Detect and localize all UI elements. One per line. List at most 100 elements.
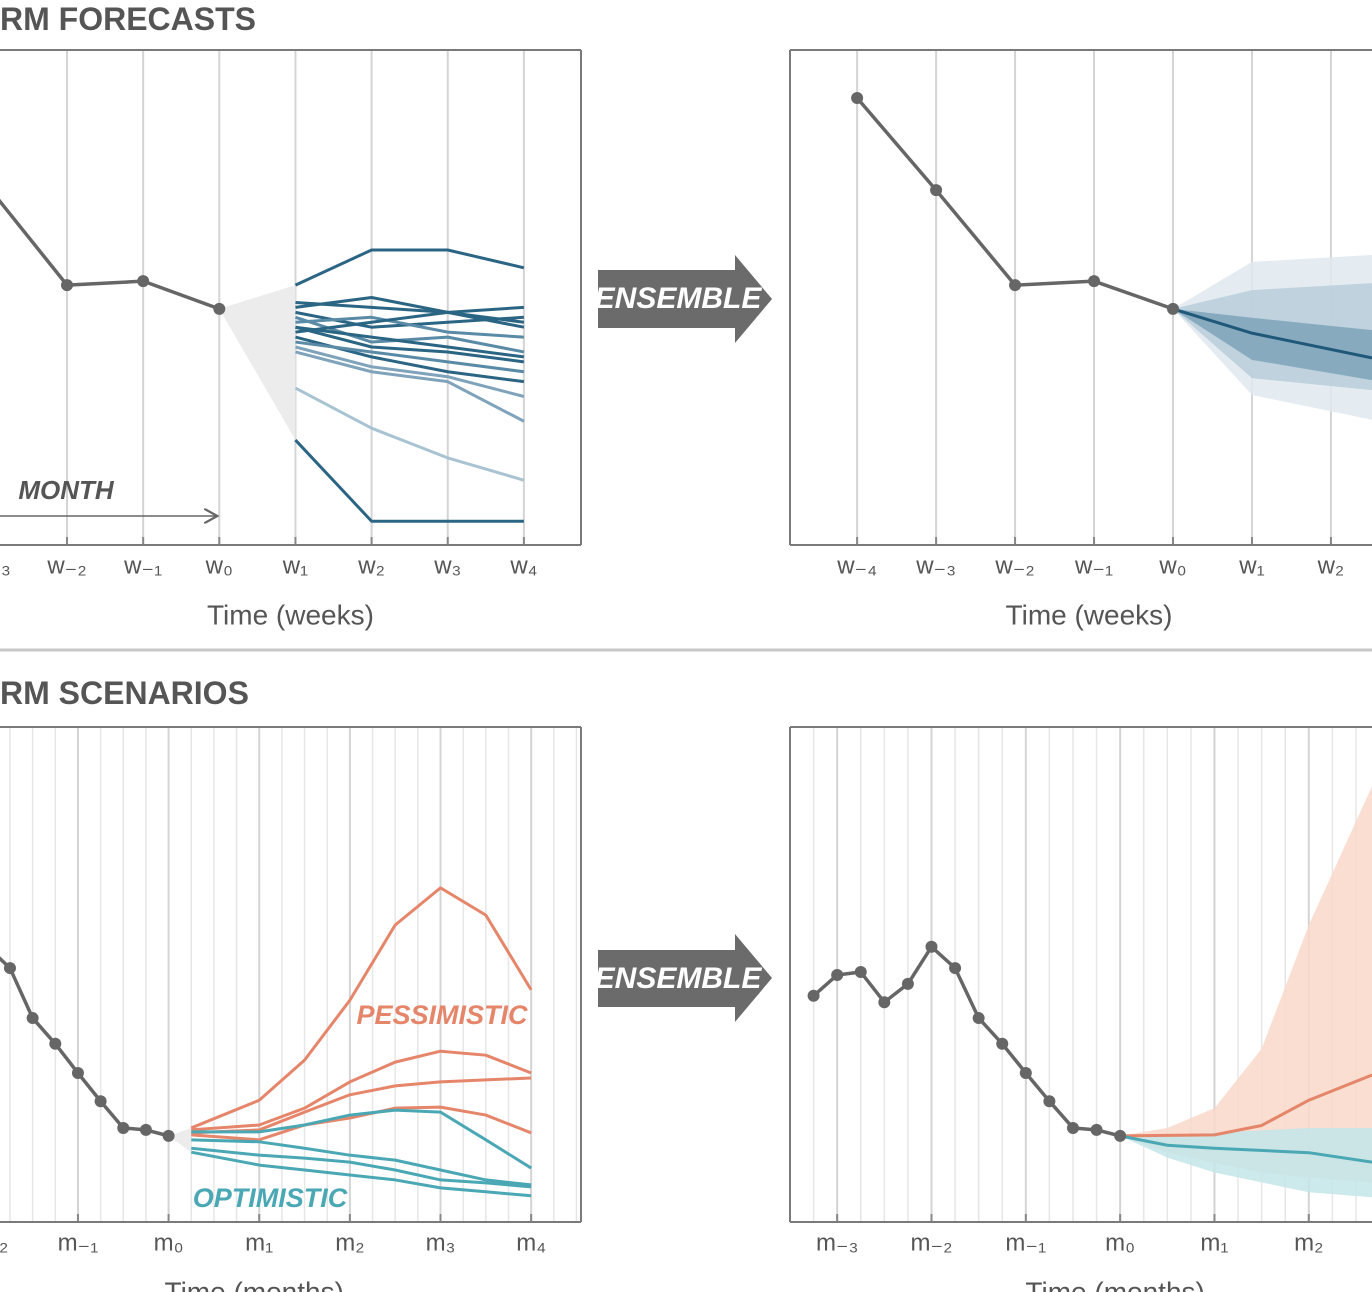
series-line <box>190 1150 532 1198</box>
x-axis-label: Time (months) <box>1025 1276 1204 1292</box>
spread-cone <box>219 285 296 441</box>
data-point <box>807 989 820 1002</box>
x-tick-label: w₃ <box>433 552 461 579</box>
annotation: OPTIMISTIC <box>193 1183 348 1213</box>
data-point <box>878 996 891 1009</box>
series-line <box>191 1076 532 1135</box>
data-point <box>61 279 74 292</box>
x-tick-label: m₋₁ <box>58 1229 99 1256</box>
x-tick-label: m₋₂ <box>910 1229 952 1256</box>
x-tick-label: m₋₁ <box>1005 1229 1046 1256</box>
section-title: RM SCENARIOS <box>0 675 249 711</box>
data-point <box>930 184 943 197</box>
data-point <box>949 962 962 975</box>
data-point <box>1114 1129 1127 1142</box>
arrow-label: ENSEMBLE <box>595 282 763 315</box>
data-point <box>996 1037 1009 1050</box>
plot-area <box>0 727 578 1222</box>
series-line <box>1172 307 1372 360</box>
x-tick-label: m₀ <box>1105 1229 1135 1256</box>
series-line <box>295 310 525 334</box>
x-tick-label: m₄ <box>516 1229 546 1256</box>
series-line <box>191 1049 532 1132</box>
x-tick-label: m₂ <box>335 1229 364 1256</box>
uncertainty-band <box>1120 786 1372 1183</box>
data-point <box>3 962 16 975</box>
x-tick-label: w₀ <box>205 552 233 579</box>
data-point <box>1009 279 1022 292</box>
x-tick-label: w₋₁ <box>1074 552 1113 579</box>
annotation: MONTH <box>18 475 115 505</box>
series-line <box>294 248 525 287</box>
series-line <box>1120 1073 1372 1138</box>
annotation: PESSIMISTIC <box>356 1000 528 1030</box>
data-point <box>49 1037 62 1050</box>
x-axis-label: Time (weeks) <box>1006 599 1173 630</box>
data-point <box>925 940 938 953</box>
x-tick-label: m₂ <box>1294 1229 1323 1256</box>
series-line <box>294 315 525 354</box>
data-point <box>1043 1095 1056 1108</box>
data-point <box>117 1121 130 1134</box>
arrow-label: ENSEMBLE <box>595 962 763 995</box>
x-tick-label: m₃ <box>426 1229 456 1256</box>
x-tick-label: w₋₃ <box>0 552 11 579</box>
arrow <box>598 934 772 1022</box>
x-tick-label: w₋₄ <box>836 552 877 579</box>
data-point <box>854 966 867 979</box>
x-tick-label: w₁ <box>1238 552 1264 579</box>
data-point <box>1019 1067 1032 1080</box>
x-tick-label: w₂ <box>1317 552 1345 579</box>
uncertainty-band <box>1120 1127 1372 1198</box>
x-tick-label: m₋₂ <box>0 1229 8 1256</box>
plot-area <box>790 727 1372 1222</box>
x-tick-label: w₋₂ <box>994 552 1034 579</box>
data-point <box>94 1095 107 1108</box>
data-point <box>1066 1121 1079 1134</box>
data-point <box>851 92 864 105</box>
x-tick-label: w₀ <box>1158 552 1186 579</box>
series-line <box>190 886 533 1130</box>
data-point <box>831 968 844 981</box>
series-line <box>295 345 525 398</box>
series-line <box>295 296 525 324</box>
plot-area <box>0 50 525 545</box>
series-line <box>191 1146 532 1189</box>
data-point <box>1088 275 1101 288</box>
data-point <box>162 1129 175 1142</box>
series-line <box>295 340 525 374</box>
x-tick-label: w₁ <box>282 552 308 579</box>
x-tick-label: m₁ <box>1200 1229 1228 1256</box>
data-point <box>71 1067 84 1080</box>
series-line <box>0 956 170 1138</box>
series-line <box>191 1138 532 1187</box>
x-tick-label: w₋₁ <box>123 552 162 579</box>
series-line <box>191 1108 532 1170</box>
data-point <box>139 1123 152 1136</box>
data-point <box>1166 302 1179 315</box>
series-line <box>295 325 525 364</box>
series-line <box>294 439 524 523</box>
data-point <box>901 977 914 990</box>
x-tick-label: w₋₂ <box>46 552 86 579</box>
series-line <box>295 350 525 423</box>
data-point <box>137 275 150 288</box>
uncertainty-band <box>1172 308 1372 381</box>
x-axis-label: Time (weeks) <box>207 599 374 630</box>
x-tick-label: w₋₃ <box>915 552 956 579</box>
x-axis-label: Time (months) <box>165 1276 344 1292</box>
plot-area <box>851 50 1372 545</box>
series-line <box>1119 1134 1372 1164</box>
arrow <box>598 255 772 343</box>
x-tick-label: m₀ <box>154 1229 184 1256</box>
x-tick-label: m₁ <box>245 1229 273 1256</box>
data-point <box>213 302 226 315</box>
data-point <box>972 1012 985 1025</box>
series-line <box>295 315 524 339</box>
section-title: RM FORECASTS <box>0 1 256 37</box>
series-line <box>0 198 220 311</box>
series-line <box>295 300 524 314</box>
data-point <box>26 1012 39 1025</box>
series-line <box>294 386 525 482</box>
